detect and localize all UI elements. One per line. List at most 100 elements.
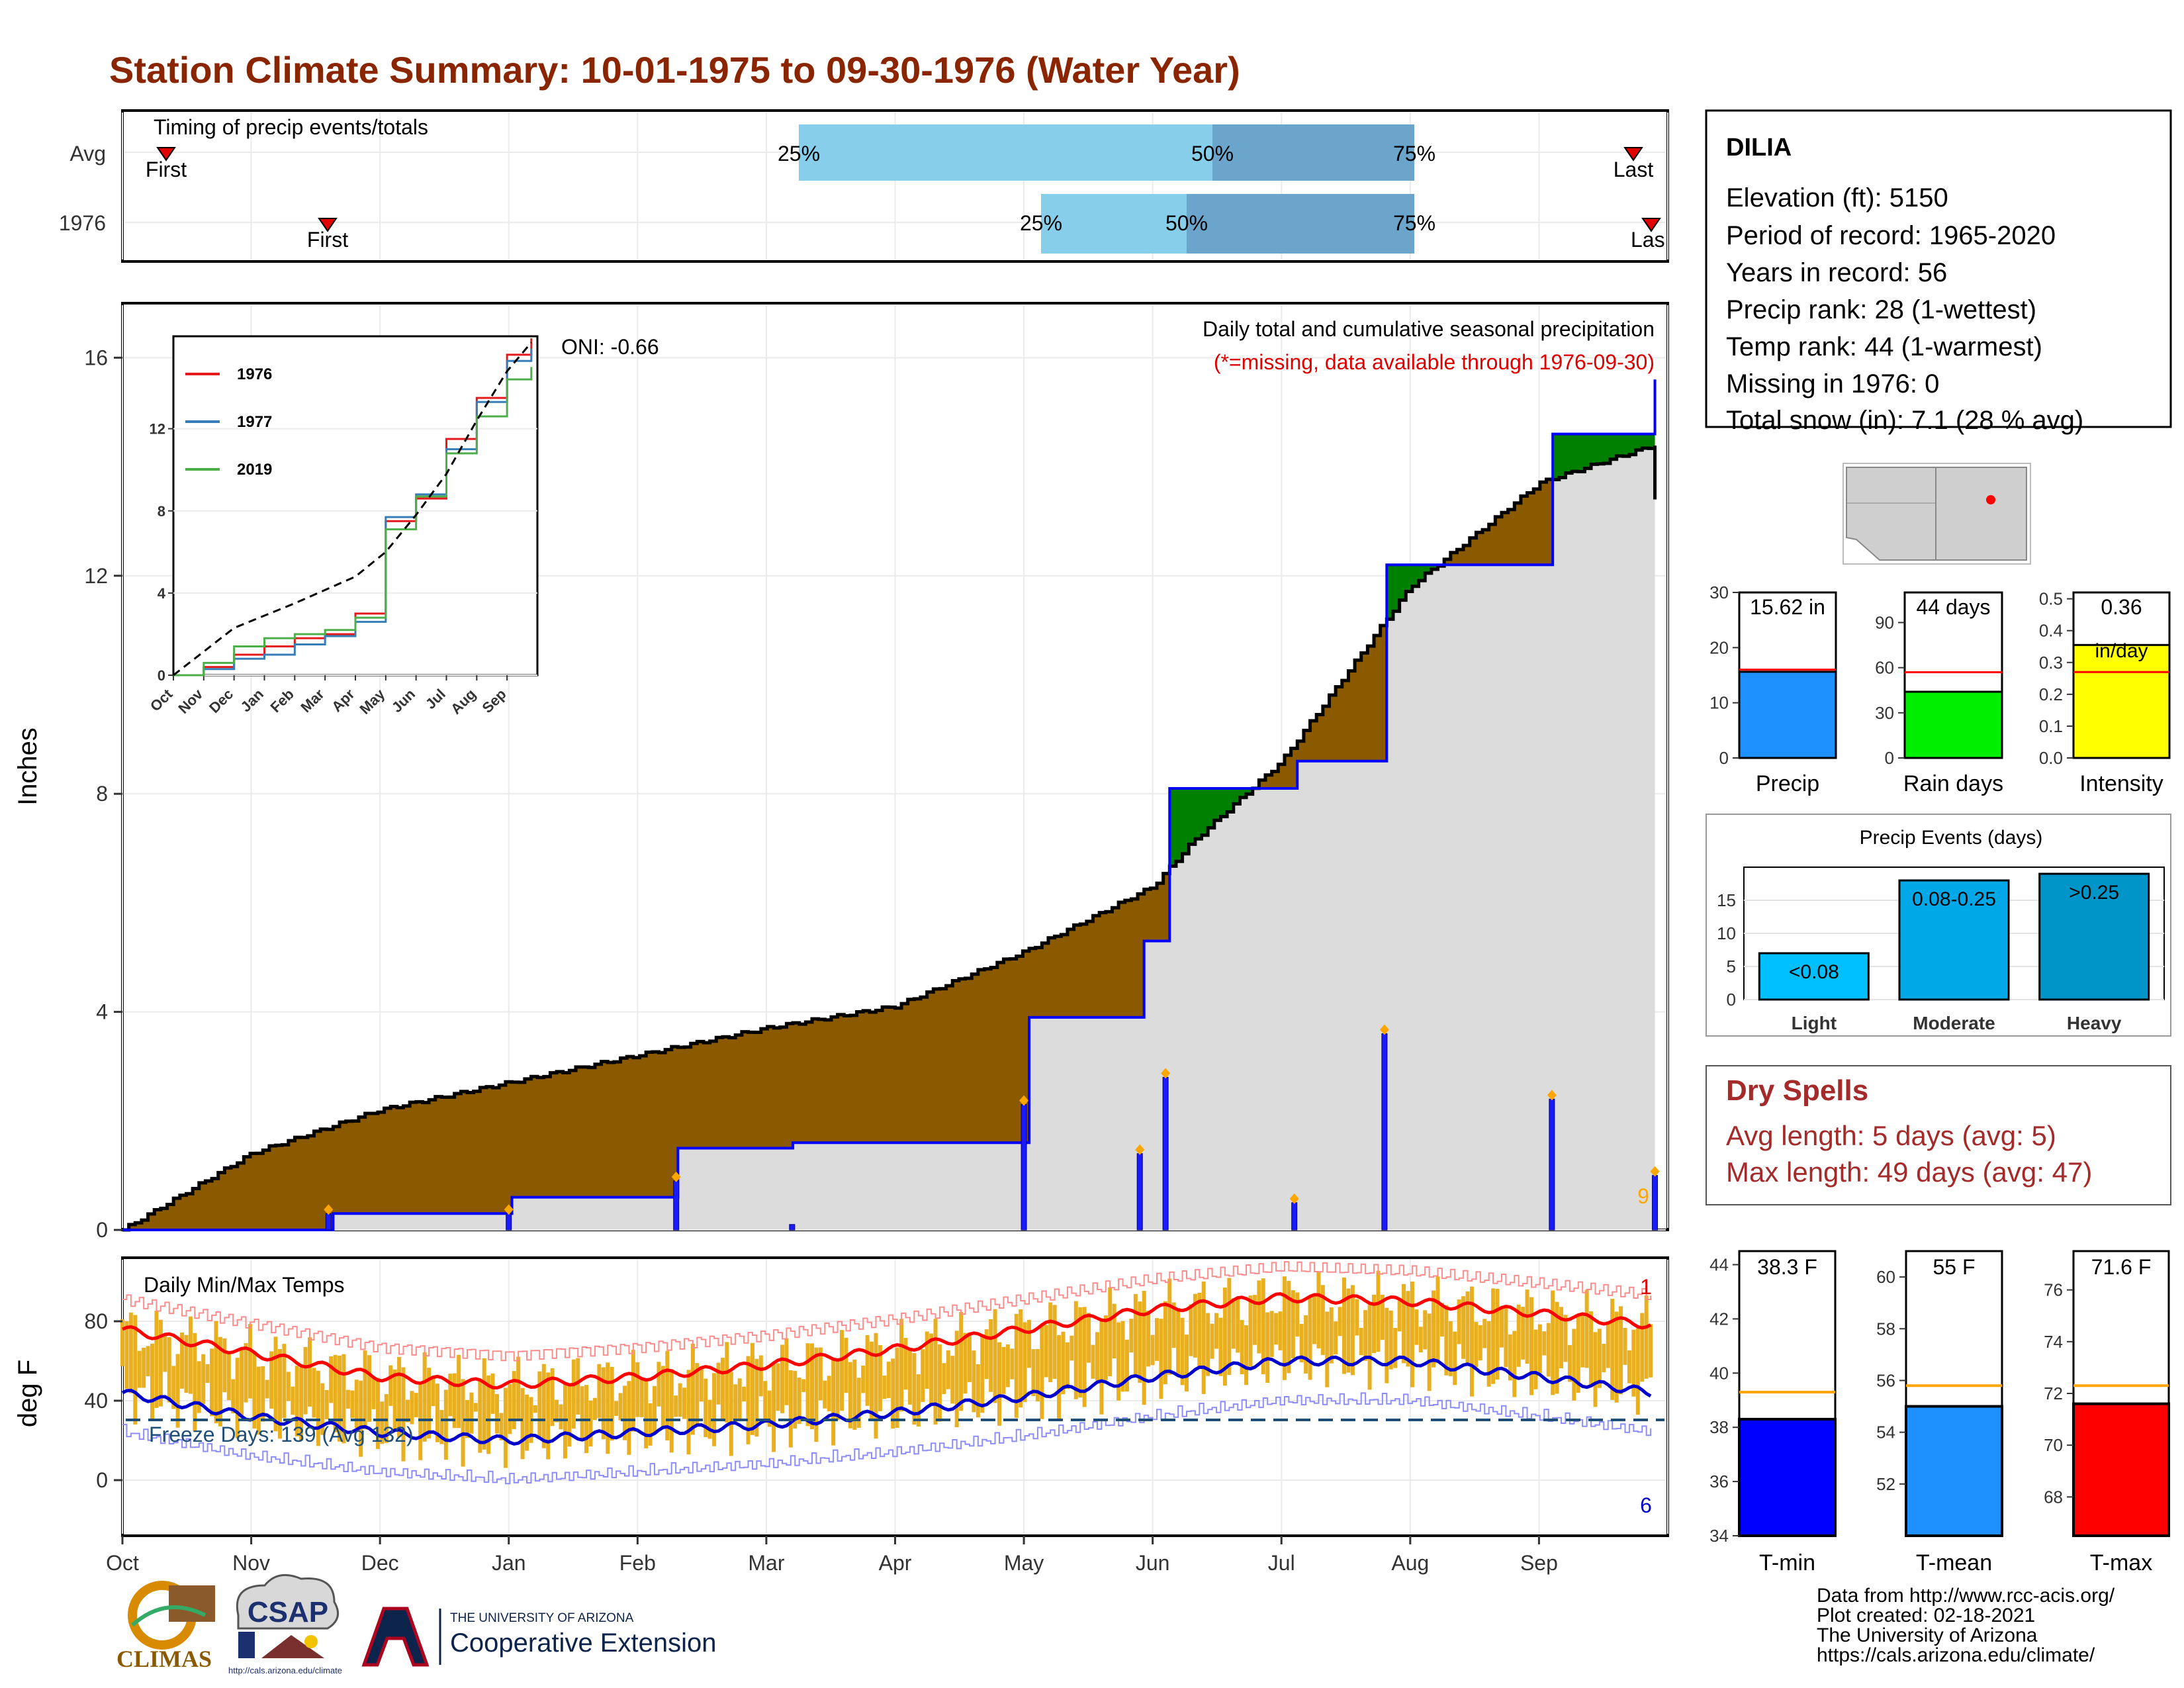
daily-temp-bar (1589, 1311, 1594, 1387)
daily-temp-bar (644, 1380, 649, 1448)
mini-bar-tick-label: 0.3 (2039, 653, 2063, 673)
timing-row-year: 1976 (59, 211, 106, 235)
climas-logo: CLIMAS (116, 1581, 215, 1672)
daily-temp-bar (1159, 1319, 1163, 1399)
mini-bar-label: Precip (1756, 771, 1819, 796)
daily-temp-bar (686, 1370, 691, 1455)
daily-temp-bar (831, 1359, 836, 1446)
daily-temp-bar (627, 1381, 631, 1455)
daily-temp-bar (1240, 1320, 1244, 1374)
daily-temp-bar (133, 1315, 138, 1425)
daily-temp-bar (1355, 1299, 1359, 1336)
daily-precip-bar (1381, 1033, 1388, 1231)
csap-logo: CSAP http://cals.arizona.edu/climate (228, 1573, 342, 1675)
daily-temp-bar (503, 1387, 508, 1468)
temp-bar-tick-label: 44 (1709, 1254, 1729, 1274)
events-bar-label: <0.08 (1789, 961, 1839, 983)
daily-temp-bar (861, 1365, 866, 1393)
daily-temp-bar (363, 1350, 367, 1430)
events-tick-label: 15 (1717, 890, 1736, 910)
daily-temp-bar (448, 1374, 453, 1417)
avg-last-marker (1623, 147, 1643, 162)
daily-temp-bar (588, 1400, 593, 1447)
daily-temp-bar (1363, 1310, 1368, 1361)
daily-temp-bar (150, 1343, 155, 1421)
daily-precip-bar (1652, 1175, 1659, 1231)
daily-temp-bar (601, 1367, 606, 1440)
temp-bar-tick-label: 76 (2044, 1280, 2063, 1300)
daily-temp-bar (375, 1378, 380, 1449)
daily-temp-bar (124, 1321, 129, 1389)
station-location-marker (1986, 495, 1995, 504)
year-first-label: First (307, 228, 348, 252)
mini-bar-tick-label: 0.0 (2039, 748, 2063, 768)
mini-bar-tick-label: 0 (1719, 748, 1729, 768)
daily-temp-bar (226, 1352, 231, 1401)
daily-temp-bar (1439, 1303, 1444, 1337)
daily-temp-bar (886, 1361, 891, 1399)
heavy-event-marker (1289, 1193, 1299, 1204)
temp-bar-tick-label: 38 (1709, 1417, 1729, 1437)
mini-bar-value-label-2: in/day (2095, 640, 2148, 662)
daily-temp-bar (1342, 1277, 1347, 1374)
daily-temp-bar (235, 1358, 240, 1438)
daily-temp-bar (1257, 1280, 1261, 1354)
daily-temp-bar (704, 1378, 708, 1438)
heavy-event-marker (1019, 1095, 1029, 1106)
month-label: Jun (1136, 1551, 1170, 1575)
daily-temp-bar (1248, 1295, 1253, 1367)
daily-temp-bar (520, 1387, 525, 1460)
daily-temp-bar (1367, 1304, 1372, 1390)
daily-temp-bar (733, 1384, 738, 1423)
daily-temp-bar (1329, 1307, 1334, 1364)
daily-temp-bar (639, 1378, 644, 1417)
station-period: Period of record: 1965-2020 (1726, 221, 2056, 250)
annual-summary-bars: 15.62 in Precip 0 10 20 30 44 days Rain days 0 30… (1709, 583, 2171, 796)
daily-temp-bar (171, 1366, 176, 1409)
station-name: DILIA (1726, 134, 1792, 162)
daily-temp-bar (1291, 1290, 1295, 1358)
heavy-event-marker (324, 1204, 334, 1215)
daily-temp-bar (316, 1370, 320, 1446)
precip-header: Daily total and cumulative seasonal prec… (1203, 317, 1655, 341)
daily-temp-bar (1005, 1344, 1010, 1387)
daily-temp-bar (1444, 1305, 1449, 1376)
daily-precip-bar (325, 1213, 332, 1231)
year-first-marker (318, 218, 338, 232)
daily-precip-bars (324, 1024, 1660, 1231)
daily-temp-bar (320, 1383, 325, 1435)
daily-temp-bar (699, 1366, 704, 1402)
daily-precip-bar (789, 1224, 796, 1231)
daily-temp-bar (870, 1341, 874, 1419)
daily-temp-bar (980, 1334, 985, 1413)
daily-temp-bar (180, 1333, 185, 1389)
temp-bar-label: T-mean (1916, 1550, 1992, 1575)
daily-temp-bar (648, 1403, 653, 1446)
daily-temp-bar (1206, 1313, 1210, 1376)
footer-credits: Data from http://www.rcc-acis.org/ Plot … (1817, 1585, 2115, 1666)
record-min-line (122, 1392, 1652, 1485)
daily-temp-bar (345, 1389, 350, 1409)
daily-temp-bar (1380, 1294, 1385, 1340)
temp-ylabel: deg F (13, 1360, 42, 1427)
daily-temp-bar (142, 1348, 146, 1388)
daily-temp-bar (657, 1362, 661, 1407)
daily-temp-bar (443, 1389, 448, 1460)
daily-temp-bar (163, 1334, 167, 1372)
daily-temp-bar (695, 1363, 700, 1427)
daily-temp-bar (222, 1338, 227, 1393)
daily-temp-bar (1350, 1285, 1355, 1376)
daily-temp-bar (1359, 1327, 1363, 1356)
mini-bar-tick-label: 0.2 (2039, 684, 2063, 704)
daily-temp-bar (1393, 1328, 1398, 1368)
daily-temp-bar (1010, 1348, 1015, 1380)
inset-ytick-label: 8 (158, 503, 165, 520)
daily-temp-bar (763, 1381, 768, 1423)
daily-temp-bar (184, 1335, 189, 1393)
location-map (1843, 463, 2031, 565)
station-years: Years in record: 56 (1726, 258, 1947, 287)
daily-temp-bar (1052, 1305, 1057, 1380)
inset-ytick-label: 4 (158, 585, 166, 602)
daily-temp-bar (1414, 1309, 1419, 1345)
daily-temp-bar (1453, 1331, 1457, 1385)
